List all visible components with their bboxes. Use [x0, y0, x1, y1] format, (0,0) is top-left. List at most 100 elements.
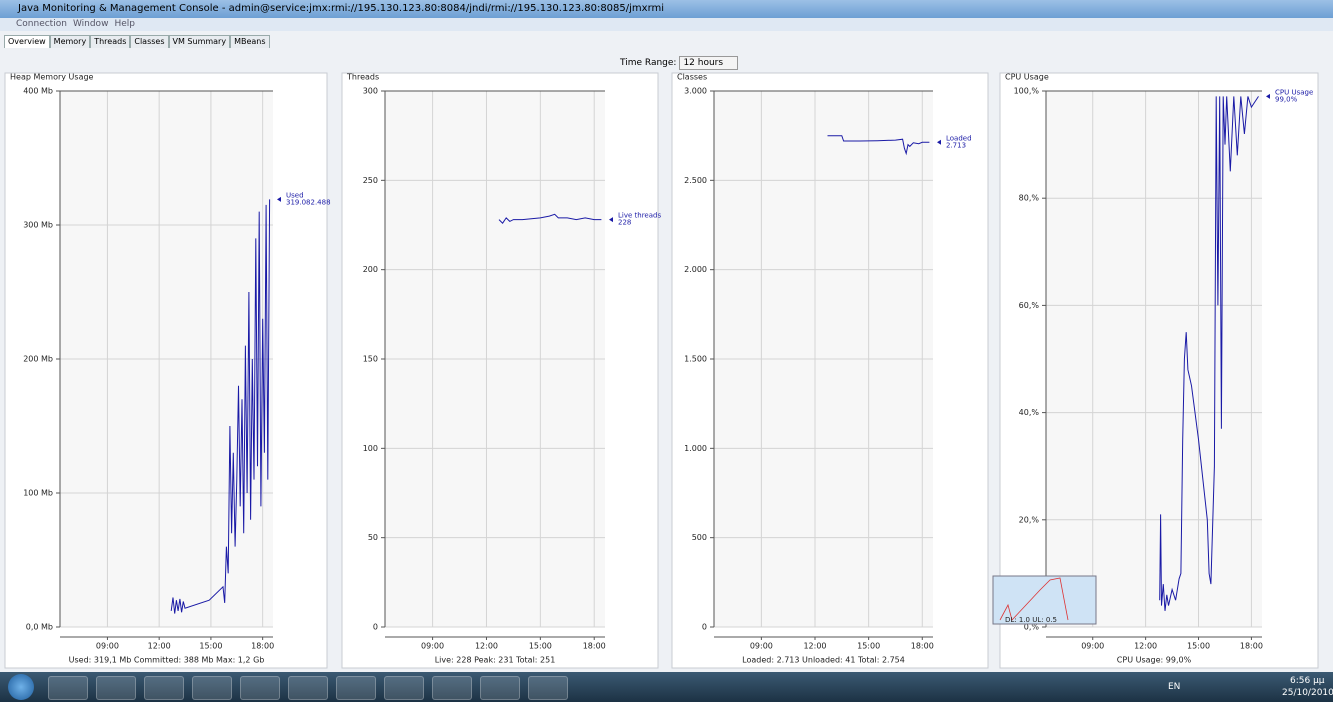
x-tick-label: 09:00 — [421, 642, 444, 651]
tab[interactable]: Overview — [4, 35, 50, 48]
y-tick-label: 500 — [692, 533, 707, 542]
series-line — [1159, 96, 1259, 611]
x-tick-label: 18:00 — [583, 642, 606, 651]
x-tick-label: 09:00 — [1081, 642, 1104, 651]
y-tick-label: 200 — [363, 265, 378, 274]
tab[interactable]: Threads — [90, 35, 131, 48]
y-tick-label: 0 — [373, 623, 378, 632]
taskbar-icon[interactable] — [144, 676, 184, 700]
start-button[interactable] — [8, 674, 34, 700]
taskbar-icon[interactable] — [48, 676, 88, 700]
x-tick-label: 09:00 — [96, 642, 119, 651]
language[interactable]: EN — [1168, 682, 1181, 692]
network-meter-text: DL: 1.0 UL: 0.5 — [1005, 616, 1057, 624]
series-name: Used — [286, 191, 304, 199]
network-graph — [999, 577, 1069, 621]
y-tick-label: 400 Mb — [23, 87, 53, 96]
network-meter — [992, 575, 1097, 625]
taskbar-icon[interactable] — [384, 676, 424, 700]
y-tick-label: 50 — [368, 533, 378, 542]
taskbar-icon[interactable] — [240, 676, 280, 700]
y-tick-label: 100,% — [1014, 87, 1040, 96]
series-end-label: 99,0% — [1275, 95, 1298, 103]
taskbar: EN 6:56 μμ 25/10/2010 — [0, 672, 1333, 702]
y-tick-label: 0,% — [1024, 623, 1040, 632]
x-tick-label: 12:00 — [1134, 642, 1157, 651]
clock-time: 6:56 μμ — [1290, 676, 1325, 686]
x-tick-label: 09:00 — [750, 642, 773, 651]
taskbar-icon[interactable] — [432, 676, 472, 700]
series-line — [170, 199, 271, 614]
y-tick-label: 40,% — [1019, 408, 1040, 417]
chart-summary: Live: 228 Peak: 231 Total: 251 — [435, 656, 556, 665]
y-tick-label: 80,% — [1019, 194, 1040, 203]
chart-title: CPU Usage — [1005, 73, 1049, 82]
y-tick-label: 3.000 — [684, 87, 707, 96]
y-tick-label: 0 — [702, 623, 707, 632]
x-tick-label: 15:00 — [857, 642, 880, 651]
series-marker — [1266, 93, 1270, 99]
series-line — [827, 135, 930, 156]
time-range: Time Range: 12 hours — [620, 56, 739, 70]
series-end-label: 319.082.488 — [286, 198, 331, 206]
x-tick-label: 18:00 — [1240, 642, 1263, 651]
y-tick-label: 0,0 Mb — [26, 623, 53, 632]
y-tick-label: 100 — [363, 444, 378, 453]
taskbar-icon[interactable] — [96, 676, 136, 700]
x-tick-label: 15:00 — [199, 642, 222, 651]
series-name: Live threads — [618, 212, 661, 220]
y-tick-label: 300 — [363, 87, 378, 96]
menu-item[interactable]: Help — [114, 19, 135, 29]
series-line — [498, 213, 602, 224]
y-tick-label: 2.000 — [684, 265, 707, 274]
tab[interactable]: MBeans — [230, 35, 270, 48]
y-tick-label: 1.500 — [684, 355, 707, 364]
menu-bar: Connection Window Help — [0, 18, 1333, 31]
menu-item[interactable]: Connection — [16, 19, 67, 29]
taskbar-icon[interactable] — [288, 676, 328, 700]
menu-item[interactable]: Window — [72, 19, 109, 29]
clock-date: 25/10/2010 — [1282, 688, 1333, 698]
x-tick-label: 12:00 — [148, 642, 171, 651]
tab[interactable]: Classes — [130, 35, 169, 48]
chart-title: Threads — [346, 73, 379, 82]
x-tick-label: 15:00 — [1187, 642, 1210, 651]
y-tick-label: 100 Mb — [23, 489, 53, 498]
y-tick-label: 150 — [363, 355, 378, 364]
series-end-label: 2.713 — [946, 141, 966, 149]
y-tick-label: 250 — [363, 176, 378, 185]
y-tick-label: 200 Mb — [23, 355, 53, 364]
chart-summary: CPU Usage: 99,0% — [1117, 656, 1192, 665]
tab-bar: Overview Memory Threads Classes VM Summary MB… — [4, 35, 270, 48]
x-tick-label: 18:00 — [911, 642, 934, 651]
y-tick-label: 1.000 — [684, 444, 707, 453]
time-range-select[interactable]: 12 hours — [679, 56, 739, 70]
charts: Heap Memory Usage 0,0 Mb 100 Mb 200 Mb 300 M… — [4, 72, 1319, 669]
y-tick-label: 2.500 — [684, 176, 707, 185]
taskbar-icon[interactable] — [480, 676, 520, 700]
series-name: CPU Usage — [1275, 88, 1313, 96]
y-tick-label: 60,% — [1019, 301, 1040, 310]
series-marker — [937, 139, 941, 145]
time-range-label: Time Range: — [620, 58, 677, 68]
plot-area — [1046, 91, 1262, 627]
chart-summary: Used: 319,1 Mb Committed: 388 Mb Max: 1,… — [69, 656, 265, 665]
taskbar-icon[interactable] — [192, 676, 232, 700]
y-tick-label: 20,% — [1019, 515, 1040, 524]
tab[interactable]: VM Summary — [168, 35, 231, 48]
x-tick-label: 15:00 — [529, 642, 552, 651]
taskbar-icon[interactable] — [336, 676, 376, 700]
window-title: Java Monitoring & Management Console - a… — [0, 0, 1333, 18]
series-end-label: 228 — [618, 219, 631, 227]
tab[interactable]: Memory — [49, 35, 91, 48]
chart-summary: Loaded: 2.713 Unloaded: 41 Total: 2.754 — [742, 656, 905, 665]
x-tick-label: 12:00 — [803, 642, 826, 651]
chart-title: Classes — [677, 73, 707, 82]
series-marker — [609, 217, 613, 223]
taskbar-icon[interactable] — [528, 676, 568, 700]
x-tick-label: 12:00 — [475, 642, 498, 651]
series-name: Loaded — [946, 134, 972, 142]
y-tick-label: 300 Mb — [23, 221, 53, 230]
chart-title: Heap Memory Usage — [10, 73, 94, 82]
